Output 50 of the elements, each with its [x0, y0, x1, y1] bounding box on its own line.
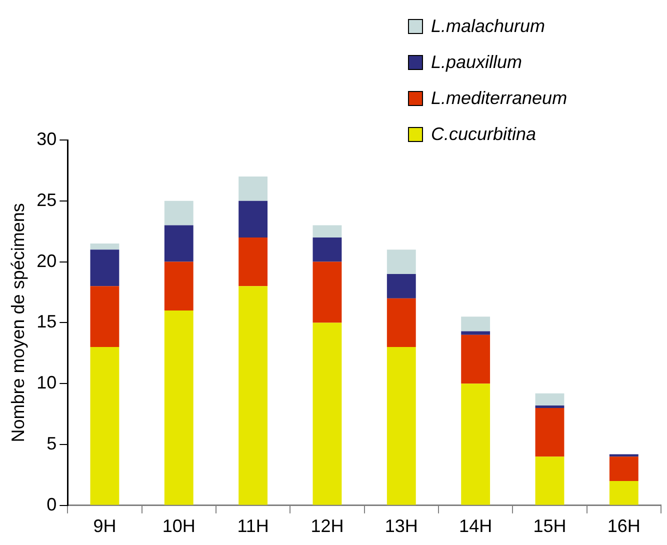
bar	[312, 322, 342, 505]
bar	[609, 454, 638, 457]
bar	[535, 456, 564, 505]
y-tick-label: 0	[46, 494, 57, 514]
legend-label: L.mediterraneum	[431, 88, 568, 108]
y-tick-label: 30	[36, 128, 57, 149]
bar	[461, 331, 490, 335]
bar	[164, 262, 194, 311]
legend-label: L.malachurum	[431, 16, 546, 36]
y-tick-label: 15	[36, 312, 57, 332]
bar	[386, 274, 416, 298]
bar	[90, 250, 120, 286]
bar	[90, 347, 120, 505]
bar	[386, 250, 416, 274]
bar	[461, 316, 490, 332]
x-tick-label: 15H	[533, 516, 566, 536]
x-tick-label: 12H	[310, 516, 344, 536]
bar	[90, 286, 120, 348]
bar	[312, 237, 342, 262]
bar	[238, 286, 268, 505]
bar	[90, 244, 120, 250]
bar	[535, 408, 564, 457]
x-tick-label: 16H	[607, 516, 640, 536]
x-tick-label: 10H	[162, 516, 196, 536]
bar	[312, 262, 342, 323]
bar	[535, 393, 564, 406]
y-tick-label: 5	[46, 433, 57, 454]
bar	[386, 347, 416, 505]
bar	[609, 481, 638, 505]
bar	[164, 200, 194, 226]
x-tick-label: 14H	[459, 516, 492, 536]
legend-label: C.cucurbitina	[431, 124, 536, 144]
bar	[164, 310, 194, 505]
legend-label: L.pauxillum	[431, 52, 522, 72]
y-tick-label: 10	[36, 372, 57, 393]
bar	[238, 200, 268, 238]
bar	[312, 225, 342, 238]
bar	[461, 384, 490, 505]
y-tick-label: 20	[36, 250, 57, 271]
y-tick-label: 25	[36, 190, 57, 210]
bar	[238, 237, 268, 286]
bar	[386, 298, 416, 348]
bar	[461, 334, 490, 384]
x-tick-label: 9H	[93, 516, 116, 536]
bar	[164, 225, 194, 262]
bar	[238, 176, 268, 201]
y-axis-title: Nombre moyen de spécimens	[8, 203, 28, 442]
x-tick-label: 11H	[237, 516, 269, 536]
x-tick-label: 13H	[384, 516, 418, 536]
bar	[609, 456, 638, 482]
